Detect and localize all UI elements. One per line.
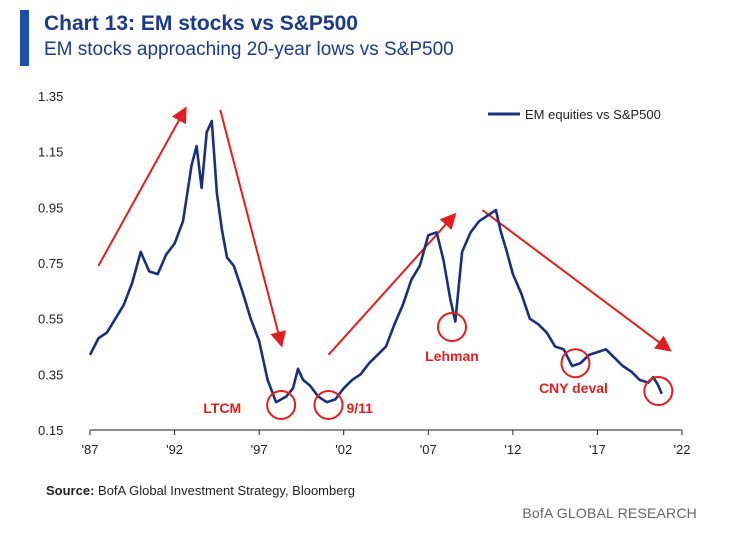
event-circle xyxy=(266,389,297,420)
series-layer xyxy=(88,119,663,404)
y-tick-label: 0.75 xyxy=(38,256,63,271)
trend-arrow xyxy=(327,212,457,356)
y-tick-label: 1.15 xyxy=(38,145,63,160)
chart-title: Chart 13: EM stocks vs S&P500 xyxy=(44,12,358,35)
event-label: Lehman xyxy=(425,348,479,364)
event-circle xyxy=(643,376,674,407)
event-circle xyxy=(436,312,467,343)
y-tick-label: 1.35 xyxy=(38,89,63,104)
trend-arrow xyxy=(481,209,672,352)
source-label: Source: xyxy=(46,483,95,498)
trend-arrow xyxy=(97,106,187,267)
x-tick-label: '02 xyxy=(335,442,352,457)
x-tick-label: '17 xyxy=(589,442,606,457)
event-circle xyxy=(313,389,344,420)
x-tick-label: '87 xyxy=(82,442,99,457)
event-label: LTCM xyxy=(203,400,241,416)
source-text: BofA Global Investment Strategy, Bloombe… xyxy=(98,483,356,498)
x-tick-label: '92 xyxy=(166,442,183,457)
x-tick-label: '07 xyxy=(420,442,437,457)
source-note: Source: BofA Global Investment Strategy,… xyxy=(46,483,355,498)
axes: '87 '92 '97 '02 '07 '12 '17 '22 0.15 0.35 0.55 0.75… xyxy=(38,89,690,457)
event-label: 9/11 xyxy=(346,400,373,416)
title-accent-bar xyxy=(20,10,29,66)
legend: EM equities vs S&P500 xyxy=(488,107,661,122)
event-circle xyxy=(560,348,591,379)
y-tick-label: 0.15 xyxy=(38,423,63,438)
event-annotations: LTCM 9/11 Lehman CNY deval xyxy=(203,312,674,420)
chart-subtitle: EM stocks approaching 20-year lows vs S&… xyxy=(44,39,454,60)
y-tick-label: 0.95 xyxy=(38,200,63,215)
research-credit: BofA GLOBAL RESEARCH xyxy=(522,505,697,521)
y-tick-label: 0.55 xyxy=(38,312,63,327)
x-tick-label: '97 xyxy=(251,442,268,457)
trend-arrows xyxy=(97,106,672,356)
series-line-em-vs-spx xyxy=(88,119,663,404)
trend-arrow xyxy=(219,109,286,348)
x-tick-label: '12 xyxy=(504,442,521,457)
x-tick-label: '22 xyxy=(674,442,691,457)
legend-label: EM equities vs S&P500 xyxy=(525,107,661,122)
y-tick-label: 0.35 xyxy=(38,367,63,382)
event-label: CNY deval xyxy=(539,380,608,396)
